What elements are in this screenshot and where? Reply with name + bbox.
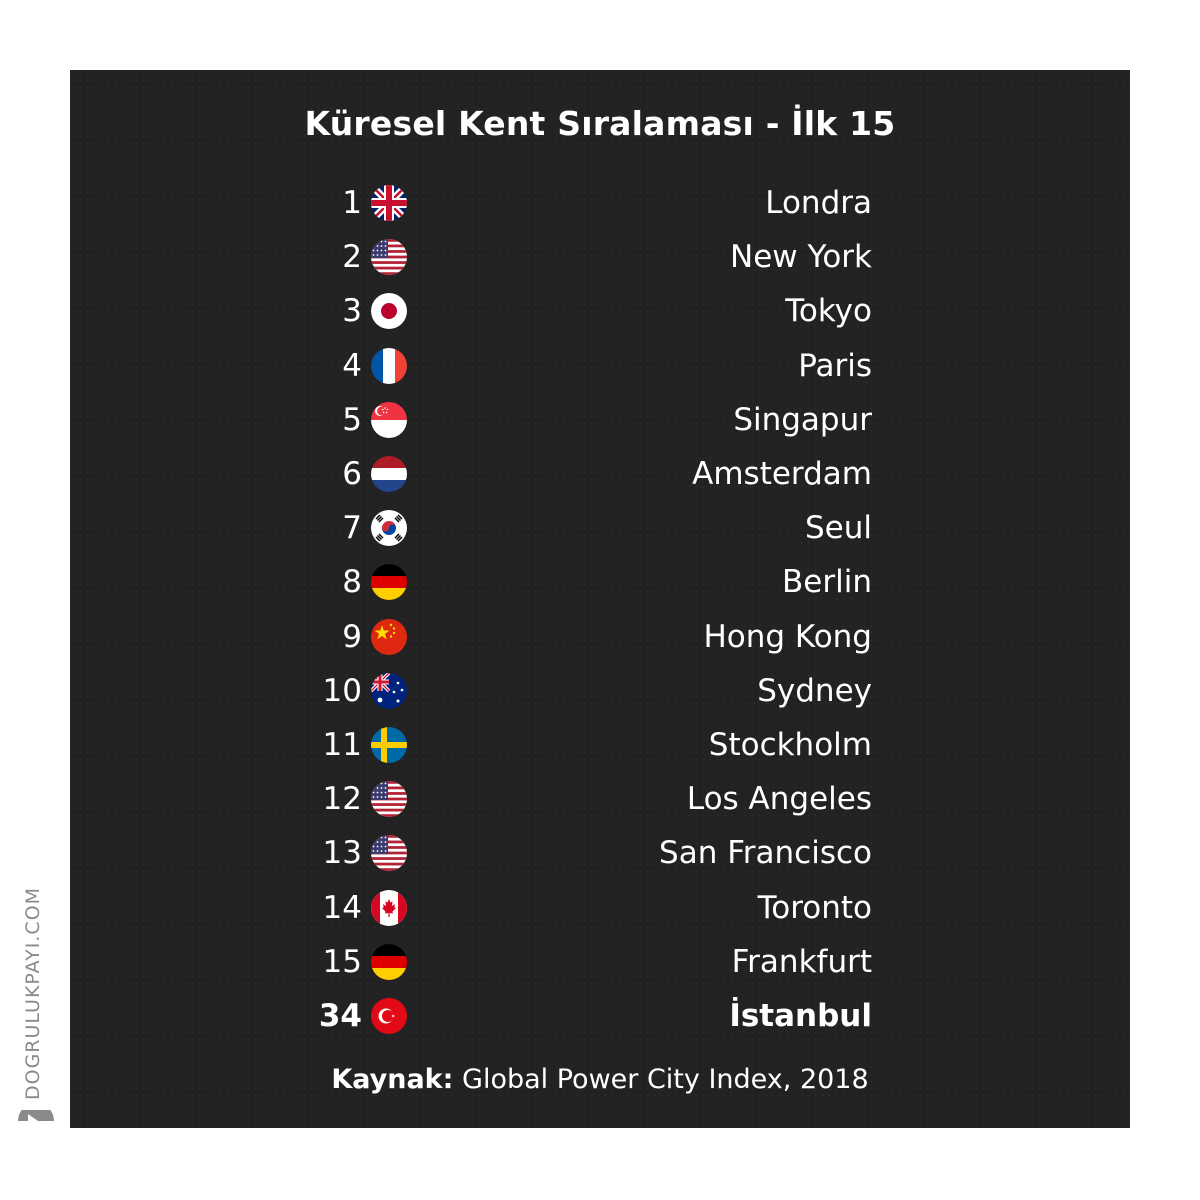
rank-number: 13 <box>322 835 362 872</box>
source-note: Kaynak: Global Power City Index, 2018 <box>0 1064 1200 1095</box>
chart-panel <box>70 70 1130 1128</box>
germany-flag-icon <box>371 564 407 601</box>
city-name: Los Angeles <box>686 781 872 818</box>
turkey-flag-icon <box>371 998 407 1034</box>
ranking-row: 15 Frankfurt <box>0 935 1200 989</box>
ranking-row: 5 Singapur <box>0 393 1200 447</box>
watermark-text: DOGRULUKPAYI.COM <box>22 886 44 1100</box>
netherlands-flag-icon <box>371 456 407 492</box>
rank-number: 15 <box>322 943 362 980</box>
france-flag-icon <box>371 347 407 384</box>
rank-number: 2 <box>342 239 362 276</box>
city-name: Stockholm <box>708 727 872 763</box>
ranking-row: 2 New York <box>0 230 1200 284</box>
rank-number: 14 <box>322 889 362 926</box>
us-flag-icon <box>371 781 407 818</box>
city-name: Tokyo <box>785 293 872 330</box>
ranking-row: 9 Hong Kong <box>0 610 1200 664</box>
ranking-row: 3 Tokyo <box>0 284 1200 338</box>
city-name: Hong Kong <box>703 618 872 655</box>
canada-flag-icon <box>371 889 407 926</box>
ranking-row: 4 Paris <box>0 339 1200 393</box>
rank-number: 10 <box>322 672 362 709</box>
ranking-row: 12 Los Angeles <box>0 772 1200 826</box>
germany-flag-icon <box>371 943 407 980</box>
china-flag-icon <box>371 618 407 655</box>
ranking-row: 1 Londra <box>0 176 1200 230</box>
watermark-logo-icon <box>18 1110 54 1128</box>
rank-number: 5 <box>342 401 362 438</box>
ranking-row: 8 Berlin <box>0 555 1200 609</box>
city-name: Londra <box>765 185 872 221</box>
rank-number: 8 <box>342 564 362 601</box>
south-korea-flag-icon <box>371 510 407 547</box>
uk-flag-icon <box>371 185 407 221</box>
source-label: Kaynak: <box>331 1064 454 1095</box>
city-name: Paris <box>798 347 872 384</box>
ranking-row: 13 San Francisco <box>0 826 1200 880</box>
source-text: Global Power City Index, 2018 <box>462 1064 869 1095</box>
city-name: Singapur <box>733 401 872 438</box>
city-name: Frankfurt <box>731 943 872 980</box>
sweden-flag-icon <box>371 727 407 763</box>
rank-number: 9 <box>342 618 362 655</box>
city-name: New York <box>730 239 872 276</box>
rank-number: 11 <box>322 727 362 763</box>
ranking-row: 6 Amsterdam <box>0 447 1200 501</box>
ranking-row: 7 Seul <box>0 501 1200 555</box>
page-title: Küresel Kent Sıralaması - İlk 15 <box>304 104 896 143</box>
ranking-row-highlight: 34 İstanbul <box>0 989 1200 1043</box>
city-name: Seul <box>804 510 872 547</box>
city-name: San Francisco <box>659 835 872 872</box>
rank-number: 4 <box>342 347 362 384</box>
ranking-row: 10 Sydney <box>0 664 1200 718</box>
ranking-row: 11 Stockholm <box>0 718 1200 772</box>
city-name: İstanbul <box>729 998 872 1034</box>
australia-flag-icon <box>371 672 407 709</box>
rank-number: 12 <box>322 781 362 818</box>
rank-number: 1 <box>342 185 362 221</box>
rank-number: 34 <box>318 998 362 1034</box>
city-name: Berlin <box>782 564 872 601</box>
singapore-flag-icon <box>371 401 407 438</box>
us-flag-icon <box>371 835 407 872</box>
us-flag-icon <box>371 239 407 276</box>
japan-flag-icon <box>371 293 407 330</box>
rank-number: 6 <box>342 456 362 492</box>
rank-number: 3 <box>342 293 362 330</box>
rank-number: 7 <box>342 510 362 547</box>
city-name: Amsterdam <box>692 456 872 492</box>
city-name: Sydney <box>757 672 872 709</box>
ranking-row: 14 Toronto <box>0 881 1200 935</box>
city-name: Toronto <box>757 889 872 926</box>
